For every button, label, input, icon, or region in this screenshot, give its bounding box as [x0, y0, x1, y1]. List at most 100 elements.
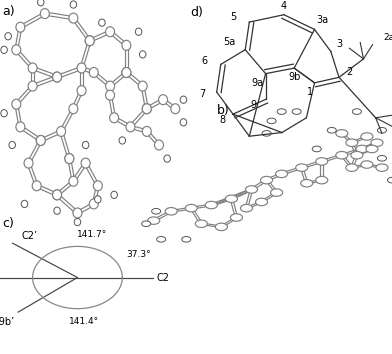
Circle shape [387, 177, 392, 183]
Circle shape [361, 133, 373, 140]
Circle shape [256, 198, 268, 206]
Circle shape [36, 136, 45, 145]
Circle shape [240, 204, 252, 212]
Circle shape [142, 104, 151, 114]
Circle shape [69, 13, 78, 23]
Circle shape [352, 109, 361, 114]
Circle shape [312, 146, 321, 152]
Circle shape [356, 145, 368, 153]
Circle shape [152, 209, 161, 214]
Circle shape [54, 207, 60, 214]
Circle shape [53, 72, 62, 82]
Circle shape [105, 90, 114, 100]
Circle shape [70, 1, 77, 8]
Circle shape [215, 223, 227, 230]
Circle shape [32, 181, 41, 191]
Text: 6: 6 [201, 56, 207, 66]
Circle shape [182, 236, 191, 242]
Circle shape [366, 145, 378, 153]
Circle shape [53, 190, 62, 200]
Circle shape [351, 152, 363, 159]
Text: a): a) [2, 5, 15, 18]
Circle shape [21, 200, 28, 207]
Text: C2’: C2’ [21, 231, 37, 241]
Circle shape [89, 68, 98, 78]
Circle shape [185, 204, 197, 212]
Circle shape [371, 139, 383, 147]
Circle shape [301, 179, 313, 187]
Circle shape [77, 63, 86, 73]
Circle shape [99, 19, 105, 26]
Circle shape [336, 130, 348, 137]
Circle shape [94, 196, 101, 203]
Circle shape [195, 220, 207, 228]
Circle shape [142, 104, 151, 114]
Text: 2ax: 2ax [384, 33, 392, 42]
Text: 141.4°: 141.4° [69, 317, 99, 326]
Text: C9b’: C9b’ [0, 317, 15, 327]
Circle shape [261, 176, 272, 184]
Circle shape [111, 191, 118, 199]
Circle shape [276, 170, 288, 178]
Circle shape [69, 176, 78, 186]
Text: 2: 2 [346, 67, 352, 77]
Text: 7: 7 [199, 89, 205, 99]
Circle shape [74, 218, 81, 225]
Circle shape [77, 86, 86, 96]
Circle shape [36, 136, 45, 145]
Circle shape [85, 36, 94, 46]
Circle shape [122, 68, 131, 78]
Circle shape [119, 137, 125, 144]
Circle shape [1, 46, 7, 53]
Circle shape [105, 27, 114, 37]
Circle shape [40, 8, 49, 18]
Circle shape [171, 104, 180, 114]
Circle shape [225, 195, 238, 202]
Circle shape [5, 33, 11, 40]
Circle shape [53, 190, 62, 200]
Circle shape [89, 199, 98, 209]
Circle shape [82, 141, 89, 149]
Circle shape [69, 104, 78, 114]
Circle shape [346, 139, 358, 147]
Circle shape [154, 140, 163, 150]
Circle shape [1, 110, 7, 117]
Circle shape [164, 155, 171, 162]
Circle shape [81, 158, 90, 168]
Circle shape [180, 96, 187, 103]
Circle shape [12, 99, 21, 109]
Circle shape [377, 155, 387, 161]
Circle shape [376, 164, 388, 171]
Text: 9a: 9a [251, 78, 263, 88]
Circle shape [138, 81, 147, 91]
Circle shape [105, 81, 114, 91]
Text: 141.7°: 141.7° [76, 230, 107, 239]
Text: 5: 5 [230, 12, 236, 22]
Circle shape [65, 154, 74, 164]
Circle shape [205, 201, 218, 209]
Circle shape [180, 119, 187, 126]
Circle shape [24, 158, 33, 168]
Circle shape [148, 217, 160, 224]
Circle shape [16, 22, 25, 32]
Circle shape [93, 181, 102, 191]
Circle shape [140, 51, 146, 58]
Circle shape [122, 40, 131, 50]
Text: 5a: 5a [223, 37, 235, 47]
Circle shape [57, 126, 65, 136]
Circle shape [270, 189, 283, 196]
Text: 4: 4 [281, 0, 287, 11]
Circle shape [377, 127, 387, 133]
Circle shape [53, 72, 62, 82]
Circle shape [296, 164, 308, 171]
Text: 3: 3 [336, 39, 342, 49]
Text: 9b: 9b [288, 72, 300, 82]
Circle shape [65, 154, 74, 164]
Circle shape [346, 164, 358, 171]
Circle shape [157, 236, 166, 242]
Circle shape [262, 131, 271, 136]
Circle shape [38, 0, 44, 6]
Circle shape [16, 122, 25, 132]
Circle shape [142, 126, 151, 136]
Circle shape [135, 28, 142, 35]
